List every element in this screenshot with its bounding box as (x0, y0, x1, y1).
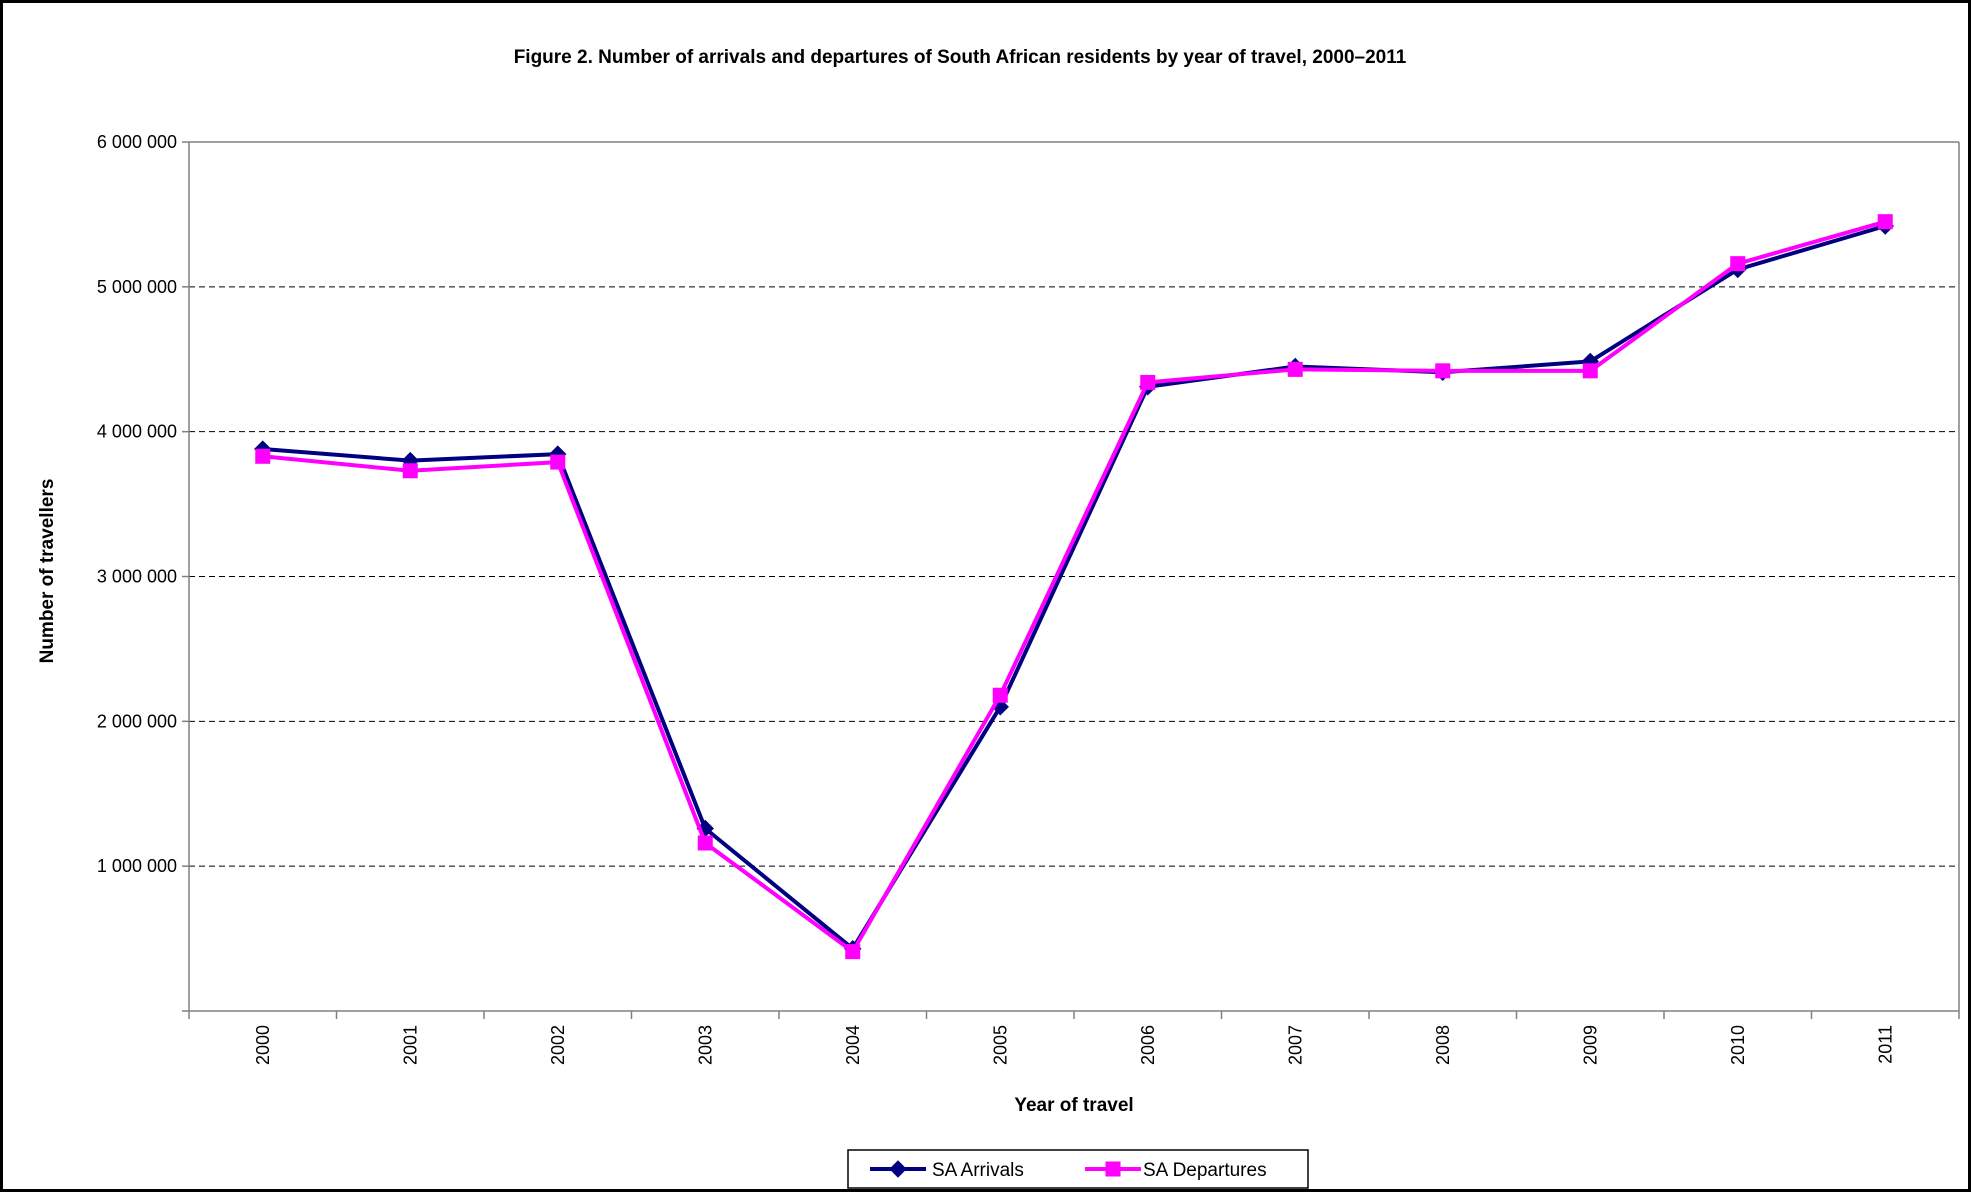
x-tick-label: 2010 (1728, 1025, 1748, 1065)
legend-item: SA Arrivals (870, 1160, 1024, 1181)
x-tick-label: 2001 (400, 1025, 420, 1065)
data-point-marker (1287, 361, 1303, 377)
y-tick-label: 4 000 000 (97, 422, 177, 442)
x-axis-ticks: 2000 2001 2002 2003 2004 2005 2006 2007 2008 2009… (188, 1011, 1960, 1065)
data-point-marker (845, 944, 861, 960)
legend-items: SA Arrivals SA Departures (870, 1160, 1267, 1181)
gridlines (189, 141, 1959, 867)
y-axis-title: Number of travellers (37, 479, 58, 664)
legend-label: SA Departures (1143, 1160, 1267, 1181)
x-tick-label: 2004 (843, 1025, 863, 1065)
series-line (262, 219, 1886, 954)
data-point-marker (992, 687, 1008, 703)
y-tick-label: 6 000 000 (97, 132, 177, 152)
data-point-marker (1730, 256, 1746, 272)
x-tick-label: 2002 (548, 1025, 568, 1065)
x-tick-label: 2011 (1875, 1025, 1895, 1064)
data-point-marker (1140, 374, 1156, 390)
legend: SA Arrivals SA Departures (847, 1149, 1309, 1189)
x-axis-title: Year of travel (1014, 1095, 1133, 1116)
x-tick-label: 2007 (1285, 1025, 1305, 1065)
data-point-marker (697, 835, 713, 851)
chart-title: Figure 2. Number of arrivals and departu… (514, 47, 1407, 68)
legend-square-marker (1105, 1161, 1121, 1177)
y-tick-label: 3 000 000 (97, 567, 177, 587)
series-line (262, 224, 1886, 951)
data-point-marker (255, 448, 271, 464)
x-tick-label: 2008 (1433, 1025, 1453, 1065)
data-point-marker (1435, 363, 1451, 379)
x-tick-label: 2000 (253, 1025, 273, 1065)
legend-diamond-marker (889, 1160, 907, 1178)
x-tick-label: 2005 (990, 1025, 1010, 1065)
y-axis-ticks: 1 000 000 2 000 000 3 000 000 4 000 000 5 00… (97, 132, 189, 1012)
legend-label: SA Arrivals (932, 1160, 1024, 1181)
data-point-marker (550, 454, 566, 470)
y-tick-label: 2 000 000 (97, 711, 177, 731)
series-layer (254, 214, 1894, 960)
x-tick-label: 2003 (695, 1025, 715, 1065)
data-point-marker (1582, 363, 1598, 379)
data-point-marker (402, 463, 418, 479)
x-tick-label: 2006 (1138, 1025, 1158, 1065)
data-point-marker (1877, 214, 1893, 230)
legend-item: SA Departures (1085, 1160, 1267, 1181)
line-chart: Figure 2. Number of arrivals and departu… (37, 47, 1960, 1189)
series-sa-departures (255, 214, 1893, 960)
y-tick-label: 5 000 000 (97, 277, 177, 297)
y-tick-label: 1 000 000 (97, 856, 177, 876)
x-tick-label: 2009 (1580, 1025, 1600, 1065)
